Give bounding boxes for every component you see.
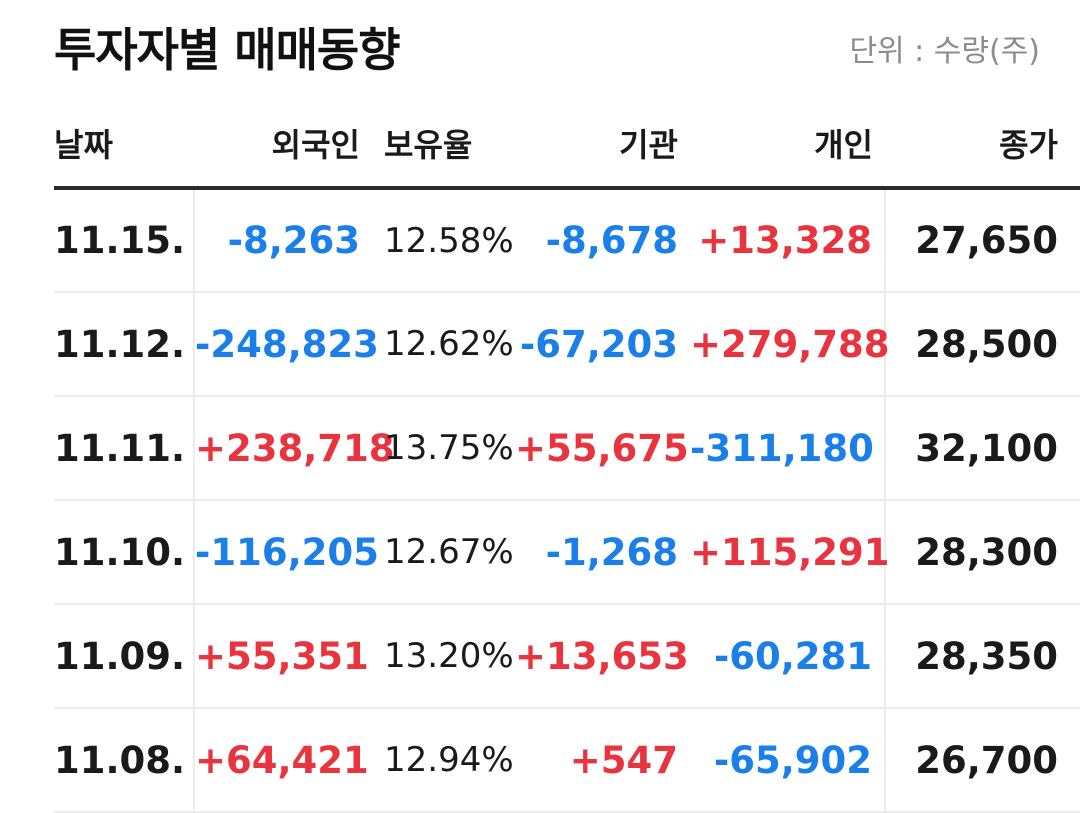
row-close-price: 28,500 <box>884 292 1080 397</box>
table-row: 11.10. -116,205 12.67% -1,268 +115,291 28,300 <box>54 500 1080 605</box>
row-close-price: 32,100 <box>884 396 1080 501</box>
row-foreign-net: -116,205 <box>194 500 379 605</box>
row-institution-net: +547 <box>515 708 690 813</box>
row-foreign-net: +55,351 <box>194 604 372 709</box>
row-date: 11.15. <box>54 188 195 293</box>
row-foreign-holding: 12.94% <box>372 708 515 813</box>
row-institution-net: +13,653 <box>515 604 690 709</box>
row-individual-net: -65,902 <box>690 708 885 813</box>
row-individual-net: +279,788 <box>690 292 890 397</box>
section-title: 투자자별 매매동향 <box>54 23 401 77</box>
unit-label: 단위 : 수량(주) <box>849 34 1040 69</box>
row-foreign-holding: 12.58% <box>372 188 515 293</box>
table-row: 11.12. -248,823 12.62% -67,203 +279,788 28,50… <box>54 292 1080 397</box>
row-institution-net: -1,268 <box>515 500 690 605</box>
row-foreign-net: -8,263 <box>194 188 372 293</box>
table-row: 11.09. +55,351 13.20% +13,653 -60,281 28,350 <box>54 604 1080 709</box>
row-foreign-holding: 12.67% <box>372 500 515 605</box>
column-header-date: 날짜 <box>54 100 194 190</box>
row-individual-net: +13,328 <box>690 188 885 293</box>
row-date: 11.11. <box>54 396 195 501</box>
row-foreign-net: +238,718 <box>194 396 395 501</box>
row-individual-net: -311,180 <box>690 396 885 501</box>
row-individual-net: -60,281 <box>690 604 885 709</box>
row-foreign-net: -248,823 <box>194 292 379 397</box>
column-header-institution: 기관 <box>515 100 690 190</box>
row-foreign-holding: 13.75% <box>372 396 515 501</box>
row-close-price: 27,650 <box>884 188 1080 293</box>
column-header-close: 종가 <box>885 100 1080 190</box>
section-header: 투자자별 매매동향 단위 : 수량(주) <box>0 0 1080 100</box>
table-header-row: 날짜 외국인 보유율 기관 개인 종가 <box>54 100 1080 190</box>
row-close-price: 28,300 <box>884 500 1080 605</box>
row-close-price: 26,700 <box>884 708 1080 813</box>
row-institution-net: -8,678 <box>515 188 690 293</box>
table-row: 11.15. -8,263 12.58% -8,678 +13,328 27,650 <box>54 188 1080 293</box>
row-foreign-net: +64,421 <box>194 708 372 813</box>
row-institution-net: +55,675 <box>515 396 690 501</box>
table-row: 11.08. +64,421 12.94% +547 -65,902 26,700 <box>54 708 1080 813</box>
column-header-foreign: 외국인 <box>194 100 372 190</box>
row-date: 11.08. <box>54 708 195 813</box>
row-close-price: 28,350 <box>884 604 1080 709</box>
row-individual-net: +115,291 <box>690 500 890 605</box>
column-header-holding: 보유율 <box>372 100 515 190</box>
table-row: 11.11. +238,718 13.75% +55,675 -311,180 32,10… <box>54 396 1080 501</box>
investor-trading-table: 날짜 외국인 보유율 기관 개인 종가 11.15. -8,263 12.58% -8… <box>54 100 1080 813</box>
row-date: 11.09. <box>54 604 195 709</box>
row-foreign-holding: 13.20% <box>372 604 515 709</box>
row-institution-net: -67,203 <box>515 292 690 397</box>
row-foreign-holding: 12.62% <box>372 292 515 397</box>
row-date: 11.12. <box>54 292 195 397</box>
column-header-individual: 개인 <box>690 100 885 190</box>
row-date: 11.10. <box>54 500 195 605</box>
